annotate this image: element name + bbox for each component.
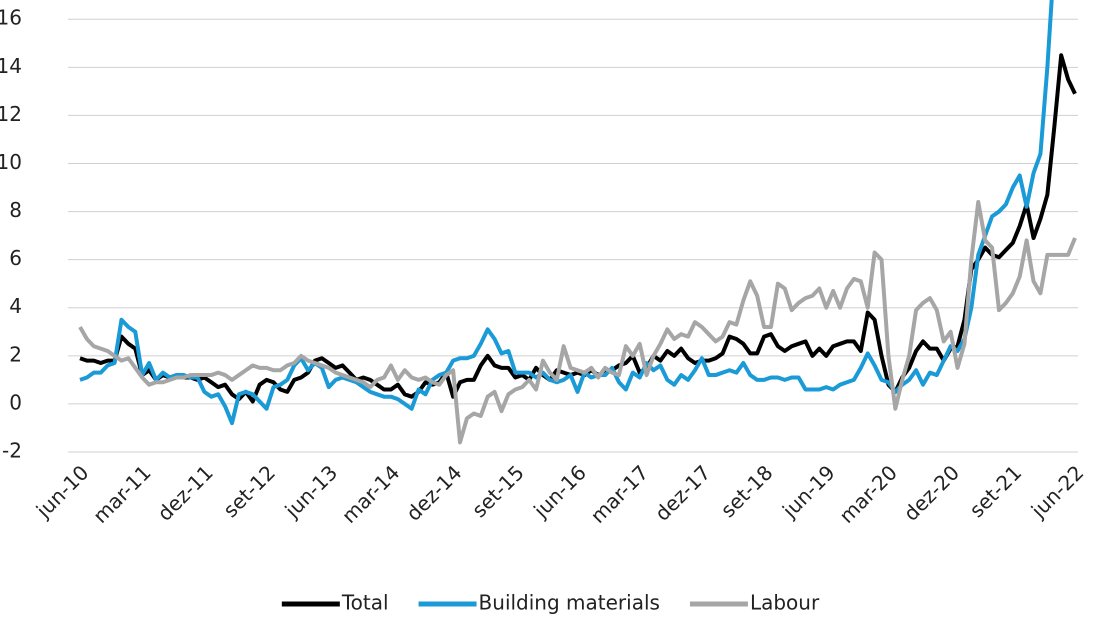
plot-area (78, 0, 1077, 445)
x-tick-label: dez-14 (401, 460, 466, 525)
x-tick-label: mar-17 (586, 460, 653, 527)
y-tick-label: 14 (0, 54, 22, 78)
y-tick-label: -2 (2, 439, 22, 463)
series-line (79, 53, 1077, 404)
y-tick-label: 2 (9, 342, 22, 366)
x-tick-label: dez-20 (899, 460, 964, 525)
x-tick-label: set-12 (218, 460, 280, 522)
y-tick-label: 0 (9, 390, 22, 414)
series-line (79, 0, 1054, 426)
y-tick-label: 10 (0, 150, 22, 174)
x-tick-label: jun-22 (1026, 460, 1089, 523)
x-tick-label: jun-13 (280, 460, 343, 523)
legend-label: Total (341, 591, 389, 615)
legend-label: Labour (750, 591, 820, 615)
x-tick-label: set-21 (965, 460, 1027, 522)
legend-label: Building materials (479, 591, 660, 615)
y-tick-label: 16 (0, 6, 22, 30)
series-line (78, 199, 1077, 445)
x-tick-label: mar-11 (88, 460, 155, 527)
x-tick-label: mar-20 (834, 460, 901, 527)
x-tick-label: jun-19 (777, 460, 840, 523)
x-tick-label: jun-10 (31, 460, 94, 523)
x-tick-label: dez-11 (153, 460, 218, 525)
y-tick-label: 8 (9, 198, 22, 222)
x-tick-label: jun-16 (528, 460, 591, 523)
x-tick-label: dez-17 (650, 460, 715, 525)
x-tick-label: set-18 (716, 460, 778, 522)
x-tick-label: mar-14 (337, 460, 404, 527)
y-tick-label: 6 (9, 246, 22, 270)
y-tick-label: 12 (0, 102, 22, 126)
y-tick-label: 4 (9, 294, 22, 318)
x-tick-label: set-15 (467, 460, 529, 522)
